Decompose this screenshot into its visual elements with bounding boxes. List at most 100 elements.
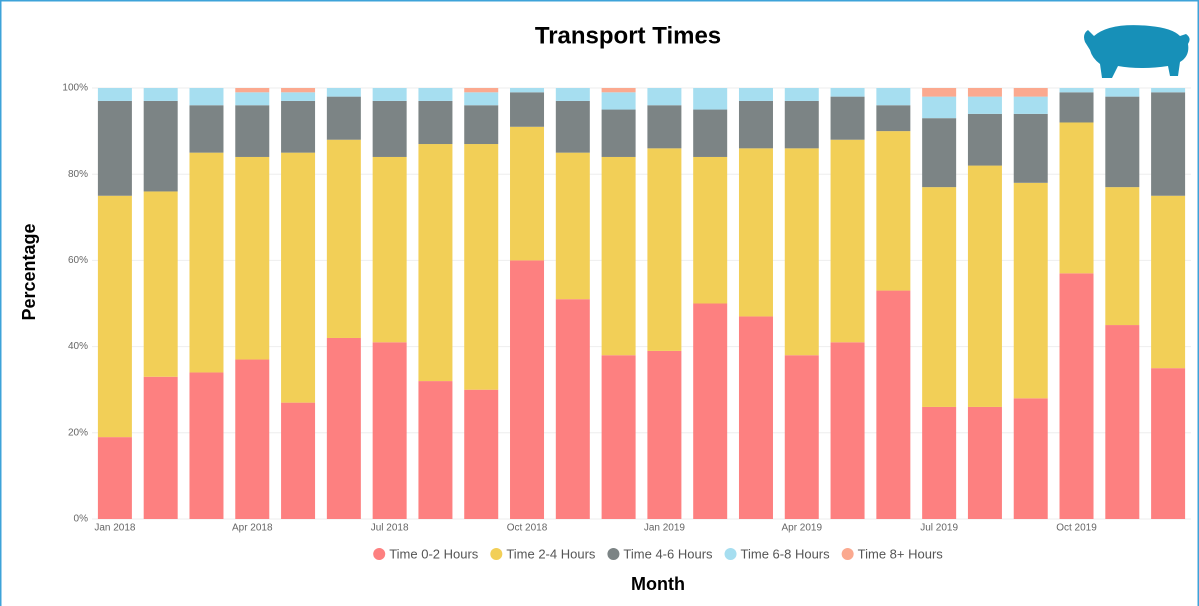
- bar-segment: [1013, 113, 1048, 183]
- bar-segment: [1105, 187, 1140, 326]
- bar-segment: [647, 350, 682, 519]
- y-tick-label: 40%: [68, 341, 88, 352]
- bar-segment: [784, 100, 819, 149]
- y-tick-label: 60%: [68, 255, 88, 266]
- bar-segment: [281, 402, 316, 519]
- bar-segment: [326, 337, 361, 519]
- bar-segment: [738, 148, 773, 317]
- bar-segment: [464, 144, 499, 390]
- bar-segment: [1013, 96, 1048, 114]
- legend-label: Time 8+ Hours: [858, 546, 944, 561]
- bar-segment: [1013, 182, 1048, 399]
- bar-segment: [281, 88, 316, 93]
- bar-segment: [143, 191, 178, 377]
- bar-segment: [510, 88, 545, 93]
- x-tick-label: Oct 2018: [507, 523, 548, 534]
- bar-segment: [372, 342, 407, 519]
- bar-segment: [830, 96, 865, 140]
- bar-segment: [738, 316, 773, 519]
- bar-segment: [97, 195, 132, 438]
- bar-segment: [601, 156, 636, 356]
- bar-segment: [647, 105, 682, 149]
- bar-segment: [1105, 325, 1140, 519]
- bar-segment: [1105, 88, 1140, 97]
- bar-segment: [876, 290, 911, 519]
- bar-segment: [281, 92, 316, 101]
- bar-segment: [693, 303, 728, 519]
- bar-segment: [143, 88, 178, 101]
- bar-segment: [601, 88, 636, 93]
- bar-segment: [418, 144, 453, 382]
- x-tick-label: Apr 2019: [781, 523, 822, 534]
- bar-segment: [876, 131, 911, 291]
- bar-segment: [97, 437, 132, 519]
- y-tick-label: 0%: [74, 514, 89, 525]
- bar-segment: [372, 100, 407, 157]
- bar-segment: [693, 156, 728, 304]
- chart-title: Transport Times: [535, 22, 721, 49]
- y-tick-label: 80%: [68, 169, 88, 180]
- bar-segment: [555, 100, 590, 153]
- bar-segment: [1013, 88, 1048, 97]
- bar-segment: [1013, 398, 1048, 519]
- legend-marker: [490, 548, 503, 560]
- y-axis-label: Percentage: [19, 223, 39, 320]
- pig-icon: [1084, 25, 1190, 78]
- bar-segment: [830, 342, 865, 519]
- x-tick-label: Jul 2018: [371, 523, 409, 534]
- legend-label: Time 6-8 Hours: [741, 546, 831, 561]
- bar-segment: [189, 88, 224, 106]
- bar-segment: [281, 152, 316, 403]
- legend-marker: [724, 548, 737, 560]
- bar-segment: [418, 88, 453, 101]
- legend-label: Time 4-6 Hours: [623, 546, 713, 561]
- bar-segment: [1151, 368, 1186, 519]
- bar-segment: [647, 88, 682, 106]
- bar-segment: [281, 100, 316, 153]
- bar-segment: [922, 406, 957, 519]
- bar-segment: [464, 389, 499, 519]
- bar-segment: [1059, 92, 1094, 123]
- legend-marker: [607, 548, 620, 560]
- bar-segment: [510, 126, 545, 261]
- bar-segment: [1059, 88, 1094, 93]
- bar-segment: [967, 406, 1002, 519]
- bar-segment: [967, 113, 1002, 166]
- x-tick-label: Apr 2018: [232, 523, 273, 534]
- bar-segment: [372, 88, 407, 101]
- bar-segment: [967, 96, 1002, 114]
- bar-segment: [1059, 273, 1094, 519]
- bar-segment: [1105, 96, 1140, 188]
- bar-segment: [601, 109, 636, 157]
- bar-segment: [326, 88, 361, 97]
- x-tick-label: Jan 2018: [94, 523, 136, 534]
- bar-segment: [967, 165, 1002, 407]
- bar-segment: [1151, 92, 1186, 196]
- bar-segment: [601, 92, 636, 110]
- bar-segment: [464, 92, 499, 106]
- bar-segment: [143, 100, 178, 192]
- y-tick-label: 100%: [62, 83, 88, 94]
- y-tick-label: 20%: [68, 427, 88, 438]
- bar-segment: [876, 88, 911, 106]
- bar-segment: [326, 96, 361, 140]
- bar-segment: [1059, 122, 1094, 274]
- bar-segment: [784, 355, 819, 519]
- x-tick-label: Jul 2019: [920, 523, 958, 534]
- bar-segment: [555, 152, 590, 300]
- bar-segment: [555, 88, 590, 101]
- bar-segment: [555, 299, 590, 519]
- bar-segment: [922, 88, 957, 97]
- legend-marker: [841, 548, 854, 560]
- bar-segment: [738, 100, 773, 149]
- bar-segment: [235, 156, 270, 360]
- bar-segment: [967, 88, 1002, 97]
- bar-segment: [372, 156, 407, 343]
- bar-segment: [97, 100, 132, 196]
- bar-segment: [922, 187, 957, 407]
- bar-segment: [235, 92, 270, 106]
- bar-segment: [922, 118, 957, 188]
- bar-segment: [510, 260, 545, 519]
- legend-marker: [373, 548, 386, 560]
